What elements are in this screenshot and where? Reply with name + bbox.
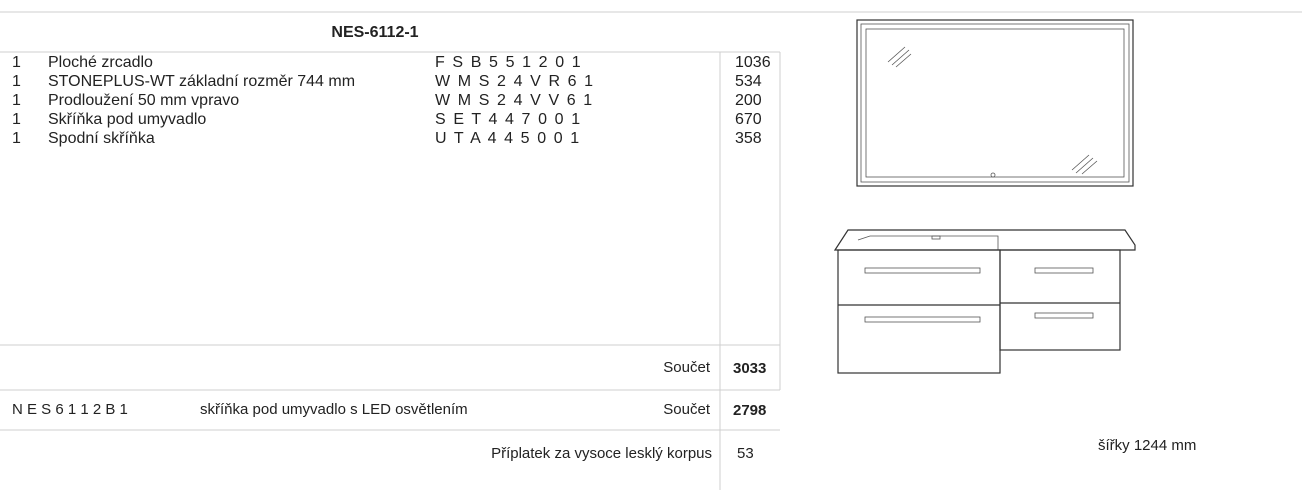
furniture-drawing (833, 19, 1136, 374)
drawing-caption: šířky 1244 mm (1098, 437, 1196, 454)
quantity: 1 (12, 130, 21, 147)
item-code: U T A 4 4 5 0 0 1 (435, 130, 581, 147)
variant-code: N E S 6 1 1 2 B 1 (12, 401, 128, 418)
item-name: Spodní skříňka (48, 130, 155, 147)
price: 1036 (735, 54, 771, 71)
quantity: 1 (12, 54, 21, 71)
variant-label: Součet (663, 401, 711, 418)
quantity: 1 (12, 73, 21, 90)
item-code: F S B 5 5 1 2 0 1 (435, 54, 582, 71)
title: NES-6112-1 (331, 24, 418, 41)
variant-value: 2798 (733, 402, 766, 419)
item-name: STONEPLUS-WT základní rozměr 744 mm (48, 73, 355, 90)
surcharge-value: 53 (737, 445, 754, 462)
price: 670 (735, 111, 762, 128)
item-rows: 1 Ploché zrcadlo F S B 5 5 1 2 0 1 1036 1 STO… (12, 54, 771, 147)
item-code: W M S 2 4 V R 6 1 (435, 73, 595, 90)
variant-description: skříňka pod umyvadlo s LED osvětlením (200, 401, 468, 418)
item-code: S E T 4 4 7 0 0 1 (435, 111, 582, 128)
item-name: Prodloužení 50 mm vpravo (48, 92, 239, 109)
price: 534 (735, 73, 762, 90)
table-grid (0, 11, 1302, 490)
price: 358 (735, 130, 762, 147)
surcharge-label: Příplatek za vysoce lesklý korpus (491, 445, 712, 462)
item-name: Ploché zrcadlo (48, 54, 153, 71)
sum-label: Součet (663, 359, 711, 376)
item-code: W M S 2 4 V V 6 1 (435, 92, 594, 109)
price: 200 (735, 92, 762, 109)
sum-value: 3033 (733, 360, 766, 377)
item-name: Skříňka pod umyvadlo (48, 111, 206, 128)
quantity: 1 (12, 92, 21, 109)
quantity: 1 (12, 111, 21, 128)
